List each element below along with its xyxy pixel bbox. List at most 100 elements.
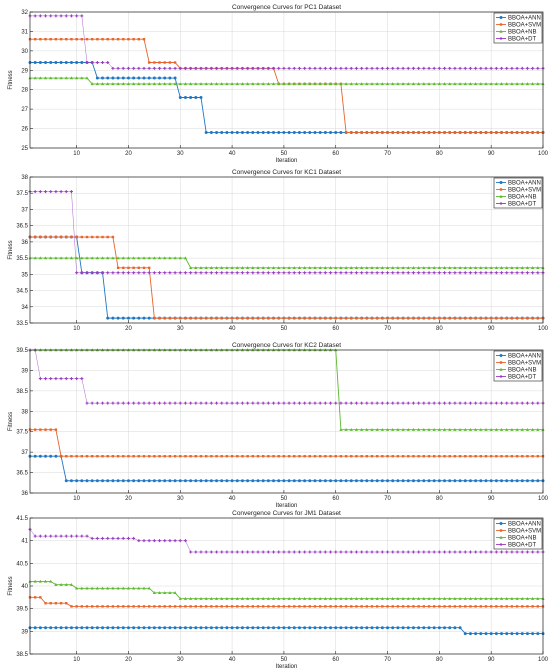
marker-2-84 <box>458 82 462 86</box>
marker-2-63 <box>349 82 353 86</box>
marker-3-28 <box>168 271 172 275</box>
marker-3-47 <box>266 66 270 70</box>
marker-2-84 <box>458 596 462 600</box>
marker-1-96 <box>521 455 524 458</box>
marker-1-30 <box>179 455 182 458</box>
marker-2-97 <box>525 266 530 270</box>
marker-1-7 <box>59 235 63 239</box>
marker-1-52 <box>293 316 296 320</box>
marker-3-18 <box>116 536 120 540</box>
marker-1-25 <box>153 61 156 64</box>
marker-2-68 <box>375 266 379 270</box>
marker-3-79 <box>432 271 436 275</box>
marker-1-54 <box>303 605 306 608</box>
marker-3-94 <box>510 401 514 405</box>
marker-0-49 <box>277 479 281 483</box>
marker-3-7 <box>59 377 63 381</box>
marker-2-82 <box>448 596 452 600</box>
marker-2-27 <box>163 82 167 86</box>
y-tick-label: 39.5 <box>16 348 28 354</box>
marker-3-2 <box>33 190 37 194</box>
y-tick-label: 37.5 <box>16 430 28 436</box>
marker-2-96 <box>520 596 524 600</box>
marker-1-97 <box>526 455 529 458</box>
marker-0-76 <box>417 479 421 483</box>
marker-1-72 <box>396 605 400 608</box>
marker-3-58 <box>323 271 327 275</box>
marker-1-24 <box>147 61 151 64</box>
marker-1-62 <box>344 316 348 320</box>
marker-3-98 <box>531 66 535 70</box>
marker-3-14 <box>95 401 99 405</box>
marker-1-60 <box>334 605 337 608</box>
x-tick-label: 20 <box>125 151 132 157</box>
marker-2-70 <box>385 266 390 270</box>
marker-1-82 <box>448 131 451 134</box>
marker-2-37 <box>214 266 219 270</box>
marker-2-88 <box>479 266 483 270</box>
marker-3-84 <box>458 271 462 275</box>
marker-1-96 <box>521 316 524 320</box>
marker-0-34 <box>199 626 203 630</box>
y-tick-label: 41 <box>21 539 28 545</box>
series-line <box>30 596 543 607</box>
y-tick-label: 28 <box>21 88 28 94</box>
marker-3-27 <box>163 401 167 405</box>
marker-3-92 <box>500 66 504 70</box>
marker-3-30 <box>178 66 182 70</box>
marker-2-23 <box>142 82 146 86</box>
marker-0-7 <box>59 626 63 630</box>
marker-3-81 <box>443 401 447 405</box>
marker-0-11 <box>80 626 84 630</box>
marker-1-28 <box>168 605 172 608</box>
marker-2-12 <box>85 256 89 260</box>
x-tick-label: 30 <box>177 326 184 332</box>
marker-2-31 <box>183 596 188 600</box>
marker-2-30 <box>178 596 182 600</box>
marker-3-90 <box>489 66 493 70</box>
marker-3-42 <box>240 401 244 405</box>
marker-0-44 <box>251 479 255 483</box>
marker-2-68 <box>375 82 379 86</box>
marker-1-74 <box>407 605 410 608</box>
marker-0-57 <box>318 479 322 483</box>
marker-2-47 <box>266 82 270 86</box>
x-tick-label: 70 <box>384 326 391 332</box>
marker-2-67 <box>370 596 374 600</box>
series-line <box>30 15 543 69</box>
marker-3-93 <box>505 550 509 554</box>
marker-0-32 <box>189 626 193 630</box>
legend-entry: BBOA+SVM <box>508 529 541 535</box>
marker-2-70 <box>385 82 390 86</box>
marker-2-95 <box>515 596 519 600</box>
marker-3-93 <box>505 401 509 405</box>
y-tick-label: 39.5 <box>16 607 28 613</box>
marker-1-7 <box>59 602 63 605</box>
x-tick-label: 90 <box>488 496 495 502</box>
marker-0-98 <box>531 632 535 636</box>
y-tick-label: 29 <box>21 68 28 74</box>
marker-0-24 <box>147 626 151 630</box>
marker-0-35 <box>204 479 208 483</box>
marker-2-45 <box>256 266 260 270</box>
marker-3-82 <box>448 271 452 275</box>
marker-1-73 <box>401 605 405 608</box>
marker-3-12 <box>85 401 89 405</box>
series-bboa-dt <box>28 527 545 554</box>
marker-0-94 <box>510 632 514 636</box>
marker-0-50 <box>282 479 286 483</box>
marker-0-36 <box>209 479 213 483</box>
marker-2-23 <box>142 256 146 260</box>
marker-1-94 <box>510 455 514 458</box>
marker-3-86 <box>468 550 472 554</box>
marker-3-49 <box>277 66 281 70</box>
marker-2-41 <box>235 266 239 270</box>
marker-1-60 <box>334 316 337 320</box>
marker-1-48 <box>272 605 275 608</box>
marker-0-62 <box>344 479 348 483</box>
marker-0-35 <box>204 130 208 134</box>
marker-1-19 <box>122 266 125 270</box>
marker-3-81 <box>443 550 447 554</box>
marker-3-legend <box>499 37 503 40</box>
marker-1-99 <box>536 605 540 608</box>
